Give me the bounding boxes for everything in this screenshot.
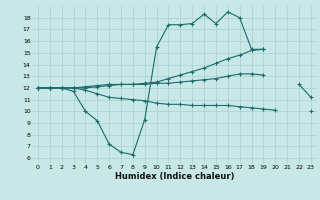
X-axis label: Humidex (Indice chaleur): Humidex (Indice chaleur) <box>115 172 234 181</box>
